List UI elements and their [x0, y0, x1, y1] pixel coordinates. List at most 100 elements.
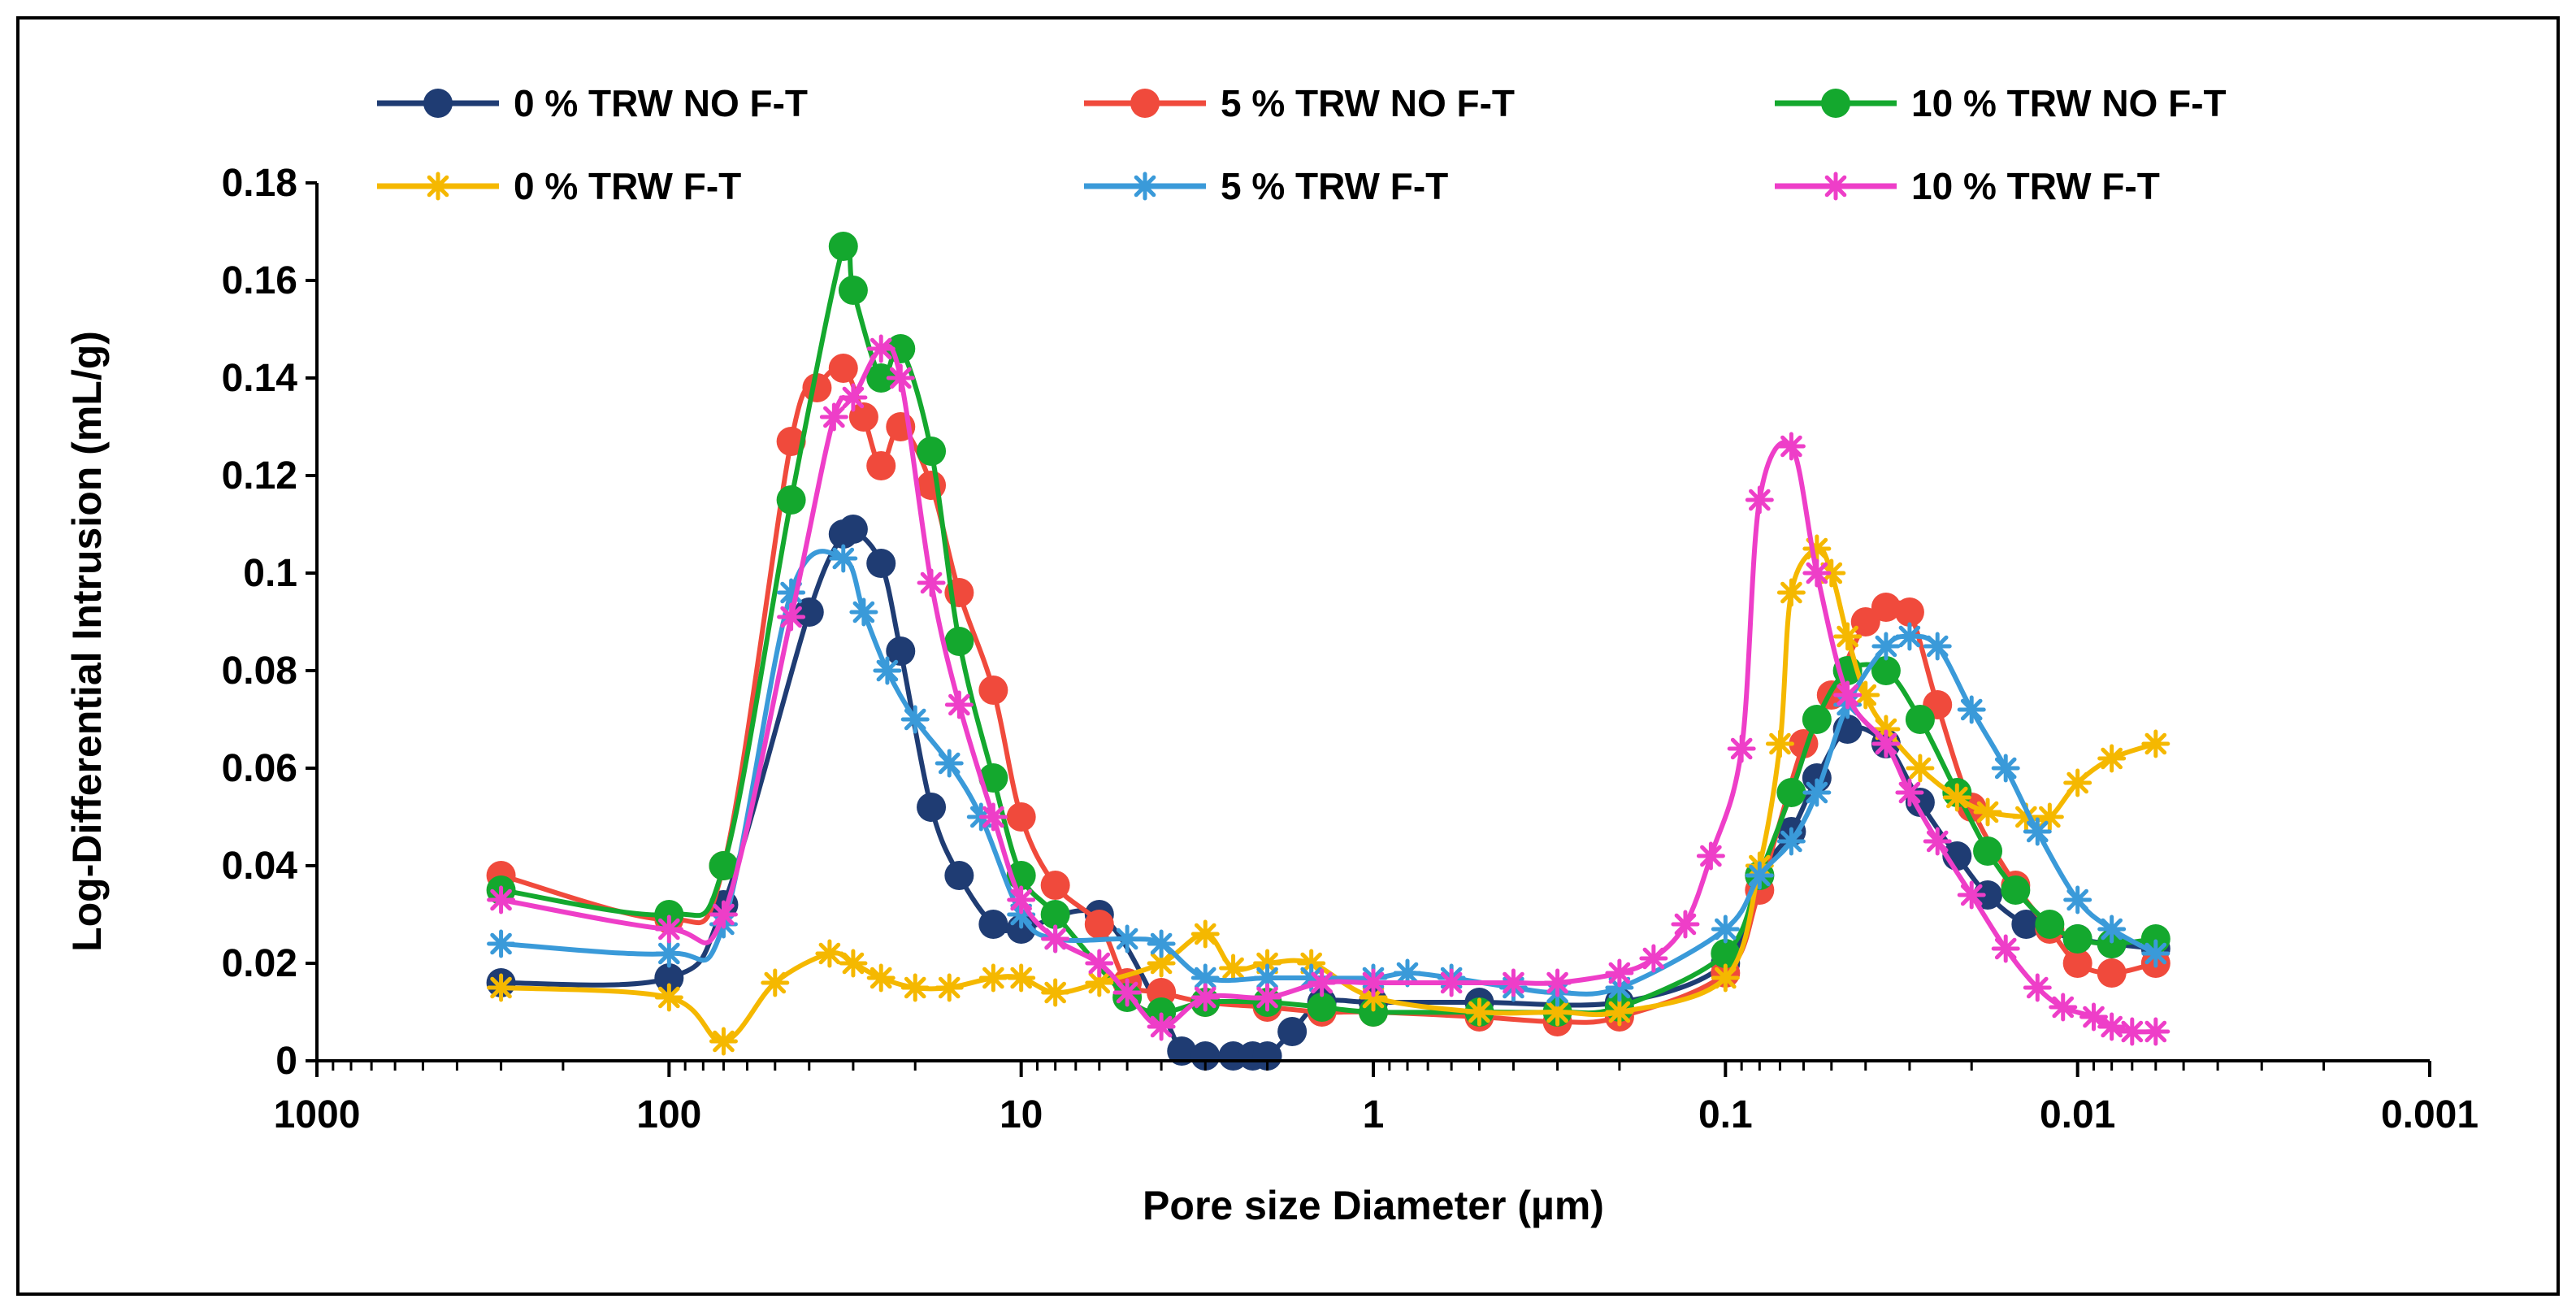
- plot-series: [486, 232, 2171, 1071]
- series-5-point: [935, 749, 964, 778]
- series-5-point: [1745, 861, 1774, 890]
- legend-label: 0 % TRW F-T: [514, 165, 741, 207]
- series-2-point: [848, 402, 878, 432]
- series-4-point: [1219, 954, 1248, 983]
- series-5-point: [487, 929, 516, 958]
- series-6-point: [1991, 934, 2020, 963]
- series-3-point: [866, 363, 896, 393]
- series-5-point: [1393, 958, 1422, 988]
- series-5-point: [829, 544, 858, 573]
- series-4-point: [1297, 949, 1326, 978]
- legend-item-1: 0 % TRW NO F-T: [377, 82, 808, 124]
- y-tick-label: 0.1: [243, 552, 297, 595]
- series-4-point: [2035, 802, 2064, 832]
- series-6-point: [1802, 558, 1832, 588]
- series-6-point: [2023, 973, 2052, 1002]
- series-6-point: [886, 363, 915, 393]
- series-6-point: [1308, 968, 1337, 997]
- axes: 00.020.040.060.080.10.120.140.160.181000…: [222, 162, 2478, 1136]
- series-4-point: [1007, 963, 1036, 993]
- legend-label: 0 % TRW NO F-T: [514, 82, 808, 124]
- series-6-point: [1745, 485, 1774, 515]
- series-4-point: [1359, 983, 1388, 1012]
- series-6-point: [1727, 734, 1756, 763]
- series-3-point: [828, 232, 858, 261]
- series-5-point: [1147, 929, 1176, 958]
- y-tick-label: 0.08: [222, 649, 297, 693]
- legend-label: 10 % TRW F-T: [1911, 165, 2160, 207]
- x-tick-label: 100: [636, 1093, 701, 1136]
- series-3-point: [1040, 900, 1070, 929]
- series-2-point: [2097, 958, 2127, 988]
- series-3-point: [2062, 924, 2092, 954]
- series-6-line: [501, 343, 2156, 1035]
- series-5-point: [1991, 754, 2020, 783]
- y-tick-label: 0.18: [222, 162, 297, 205]
- series-4-point: [2063, 768, 2092, 797]
- series-6-point: [709, 900, 738, 929]
- series-5-point: [1190, 963, 1220, 993]
- series-6-point: [1833, 680, 1863, 710]
- series-2-point: [1006, 802, 1036, 832]
- y-tick-label: 0.14: [222, 357, 298, 400]
- legend-item-3: 10 % TRW NO F-T: [1775, 82, 2227, 124]
- y-tick-label: 0: [275, 1040, 297, 1083]
- series-2-point: [2062, 949, 2092, 978]
- series-4-point: [978, 963, 1008, 993]
- series-4-point: [1085, 968, 1114, 997]
- series-3-point: [1802, 705, 1832, 734]
- series-4-point: [935, 973, 964, 1002]
- x-tick-label: 1000: [274, 1093, 361, 1136]
- series-6-point: [1671, 910, 1700, 939]
- series-2-point: [1871, 593, 1901, 622]
- y-tick-label: 0.02: [222, 942, 297, 985]
- series-4-point: [2011, 802, 2040, 832]
- series-5-point: [2097, 914, 2127, 944]
- x-axis-title: Pore size Diameter (µm): [1143, 1183, 1604, 1228]
- series-6-point: [1437, 968, 1466, 997]
- series-4-point: [1147, 949, 1176, 978]
- y-axis-title: Log-Differential Intrusion (mL/g): [64, 331, 110, 952]
- series-4-point: [1765, 729, 1794, 758]
- series-5-point: [1007, 900, 1036, 929]
- y-tick-label: 0.16: [222, 259, 297, 302]
- series-4-point: [1942, 783, 1971, 812]
- series-6-point: [1147, 1012, 1176, 1041]
- series-6-point: [2118, 1017, 2147, 1046]
- series-6-point: [1359, 968, 1388, 997]
- series-5-point: [1923, 632, 1952, 661]
- series-5-point: [1776, 827, 1806, 856]
- legend-swatch-point: [1130, 172, 1160, 201]
- chart-canvas: 00.020.040.060.080.10.120.140.160.181000…: [64, 82, 2478, 1228]
- series-6-point: [1007, 885, 1036, 914]
- series-5-point: [777, 578, 806, 607]
- series-6-point: [1112, 978, 1142, 1007]
- series-5-point: [1605, 973, 1634, 1002]
- series-4-point: [1190, 919, 1220, 949]
- series-4-point: [1802, 534, 1832, 563]
- series-4-point: [1711, 963, 1740, 993]
- series-4-point: [1605, 997, 1634, 1027]
- series-3-point: [1905, 705, 1935, 734]
- series-4-point: [839, 949, 868, 978]
- series-6-point: [1923, 827, 1952, 856]
- series-6-point: [1605, 958, 1634, 988]
- series-6-point: [1957, 880, 1986, 910]
- series-1-point: [1277, 1017, 1308, 1046]
- legend-label: 5 % TRW NO F-T: [1221, 82, 1515, 124]
- series-5-point: [1871, 632, 1901, 661]
- series-1-point: [838, 515, 868, 544]
- series-6-point: [487, 885, 516, 914]
- series-3-point: [2001, 875, 2031, 905]
- series-5-point: [900, 705, 930, 734]
- series-6-point: [944, 690, 974, 719]
- series-2-point: [1040, 871, 1070, 900]
- series-2: [486, 354, 2171, 1036]
- series-4-point: [1543, 997, 1572, 1027]
- series-3-point: [978, 763, 1008, 793]
- series-5-point: [1297, 963, 1326, 993]
- y-tick-label: 0.06: [222, 747, 297, 790]
- series-3-point: [838, 276, 868, 305]
- series-4: [487, 534, 2171, 1056]
- series-4-point: [900, 973, 930, 1002]
